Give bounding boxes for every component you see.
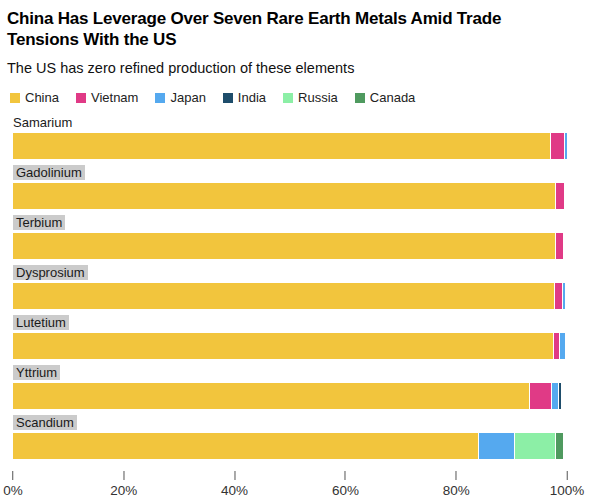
bar-row-scandium: Scandium bbox=[13, 413, 567, 459]
legend-label: Vietnam bbox=[91, 90, 138, 105]
bar-segment-canada bbox=[555, 433, 563, 459]
legend-swatch-icon bbox=[355, 93, 365, 103]
bar-segment-vietnam bbox=[555, 183, 564, 209]
bar-label: Scandium bbox=[13, 415, 77, 430]
bar-label: Lutetium bbox=[13, 315, 69, 330]
bar-segment-japan bbox=[478, 433, 514, 459]
legend-label: Canada bbox=[370, 90, 416, 105]
bar-label: Gadolinium bbox=[13, 165, 85, 180]
bar-row-samarium: Samarium bbox=[13, 113, 567, 159]
bar-segment-vietnam bbox=[555, 233, 563, 259]
bar-label: Dysprosium bbox=[13, 265, 88, 280]
legend-item-canada: Canada bbox=[355, 90, 416, 105]
tick-label: 20% bbox=[110, 483, 137, 498]
bar-segment-china bbox=[13, 333, 553, 359]
bar-segment-japan bbox=[559, 333, 565, 359]
legend-label: China bbox=[25, 90, 59, 105]
bar-segment-vietnam bbox=[554, 283, 562, 309]
x-axis-tick: 60% bbox=[332, 471, 359, 498]
legend-swatch-icon bbox=[283, 93, 293, 103]
legend-label: Japan bbox=[170, 90, 205, 105]
bar-segment-vietnam bbox=[553, 333, 560, 359]
bar-segment-china bbox=[13, 283, 554, 309]
bar-segment-japan bbox=[564, 133, 567, 159]
legend-label: India bbox=[238, 90, 266, 105]
bar-label: Samarium bbox=[13, 115, 72, 130]
bar-row-lutetium: Lutetium bbox=[13, 313, 567, 359]
stacked-bar bbox=[13, 433, 567, 459]
stacked-bar bbox=[13, 183, 567, 209]
chart-legend: China Vietnam Japan India Russia Canada bbox=[10, 90, 600, 105]
bar-row-gadolinium: Gadolinium bbox=[13, 163, 567, 209]
bar-row-yttrium: Yttrium bbox=[13, 363, 567, 409]
chart-subtitle: The US has zero refined production of th… bbox=[7, 59, 590, 77]
legend-swatch-icon bbox=[76, 93, 86, 103]
chart-title-line2: Tensions With the US bbox=[7, 30, 176, 49]
x-axis-tick: 80% bbox=[443, 471, 470, 498]
chart-header: China Has Leverage Over Seven Rare Earth… bbox=[0, 0, 600, 77]
legend-label: Russia bbox=[298, 90, 338, 105]
stacked-bar bbox=[13, 283, 567, 309]
tick-label: 40% bbox=[221, 483, 248, 498]
bar-label: Yttrium bbox=[13, 365, 60, 380]
chart-title-line1: China Has Leverage Over Seven Rare Earth… bbox=[7, 9, 501, 28]
tick-mark bbox=[123, 471, 124, 480]
bar-segment-japan bbox=[562, 283, 565, 309]
legend-item-vietnam: Vietnam bbox=[76, 90, 138, 105]
bar-row-dysprosium: Dysprosium bbox=[13, 263, 567, 309]
chart-title: China Has Leverage Over Seven Rare Earth… bbox=[7, 8, 590, 50]
tick-label: 100% bbox=[550, 483, 585, 498]
legend-swatch-icon bbox=[10, 93, 20, 103]
bar-segment-china bbox=[13, 233, 555, 259]
tick-label: 80% bbox=[443, 483, 470, 498]
legend-item-india: India bbox=[223, 90, 266, 105]
legend-item-russia: Russia bbox=[283, 90, 338, 105]
tick-mark bbox=[345, 471, 346, 480]
bar-segment-india bbox=[558, 383, 561, 409]
stacked-bar bbox=[13, 383, 567, 409]
tick-label: 60% bbox=[332, 483, 359, 498]
bar-segment-china bbox=[13, 383, 529, 409]
tick-mark bbox=[234, 471, 235, 480]
bar-segment-vietnam bbox=[550, 133, 564, 159]
stacked-bar bbox=[13, 233, 567, 259]
bar-segment-china bbox=[13, 433, 478, 459]
bar-segment-japan bbox=[551, 383, 558, 409]
bar-segment-china bbox=[13, 133, 550, 159]
x-axis-tick: 20% bbox=[110, 471, 137, 498]
stacked-bar-chart: Samarium Gadolinium Terbium Dysprosium Lutet… bbox=[13, 113, 567, 459]
bar-row-terbium: Terbium bbox=[13, 213, 567, 259]
tick-label: 0% bbox=[3, 483, 23, 498]
x-axis: 0%20%40%60%80%100% bbox=[13, 471, 567, 503]
bar-segment-vietnam bbox=[529, 383, 551, 409]
bar-segment-russia bbox=[514, 433, 554, 459]
tick-mark bbox=[567, 471, 568, 480]
tick-mark bbox=[12, 471, 13, 480]
stacked-bar bbox=[13, 333, 567, 359]
bar-segment-china bbox=[13, 183, 555, 209]
tick-mark bbox=[456, 471, 457, 480]
bar-label: Terbium bbox=[13, 215, 65, 230]
legend-swatch-icon bbox=[155, 93, 165, 103]
x-axis-tick: 100% bbox=[550, 471, 585, 498]
x-axis-tick: 40% bbox=[221, 471, 248, 498]
legend-item-japan: Japan bbox=[155, 90, 205, 105]
x-axis-tick: 0% bbox=[3, 471, 23, 498]
legend-item-china: China bbox=[10, 90, 59, 105]
stacked-bar bbox=[13, 133, 567, 159]
chart-figure: China Has Leverage Over Seven Rare Earth… bbox=[0, 0, 600, 503]
legend-swatch-icon bbox=[223, 93, 233, 103]
